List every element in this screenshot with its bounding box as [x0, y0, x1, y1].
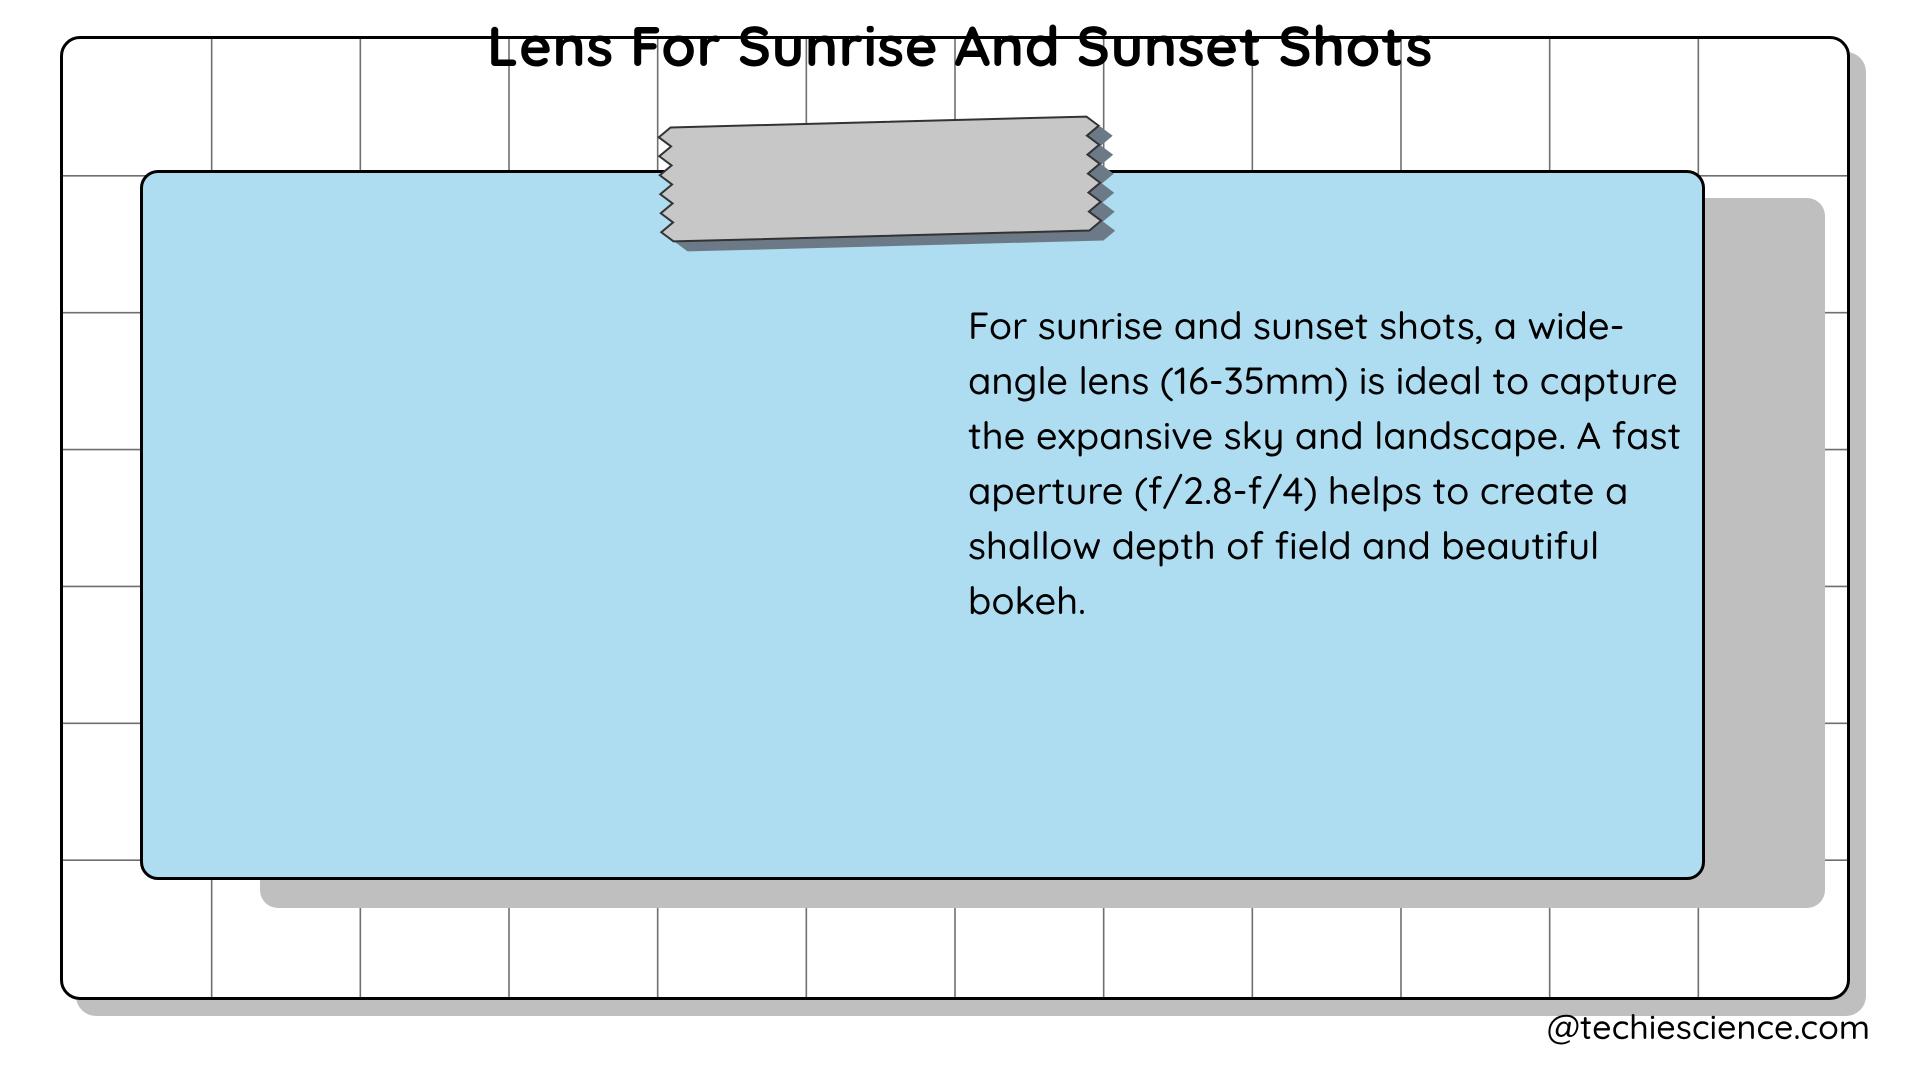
- page-title: Lens For Sunrise And Sunset Shots: [0, 10, 1920, 80]
- stage: Lens For Sunrise And Sunset Shots For su…: [0, 0, 1920, 1080]
- tape: [659, 116, 1102, 241]
- body-text: For sunrise and sunset shots, a wide-ang…: [968, 298, 1708, 629]
- watermark: @techiescience.com: [1547, 1005, 1870, 1048]
